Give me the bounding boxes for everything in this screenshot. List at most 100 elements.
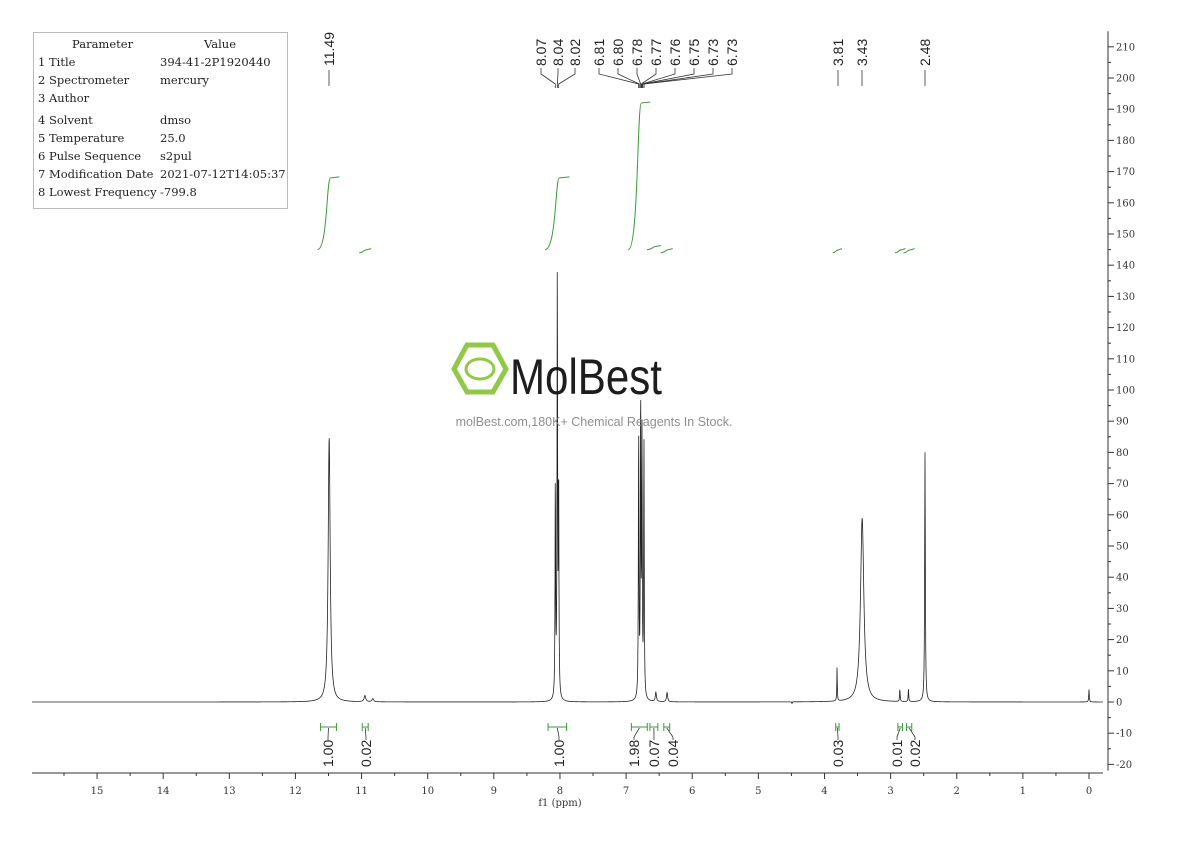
param-value: 394-41-2P1920440	[160, 55, 271, 69]
x-tick-label: 12	[289, 786, 302, 797]
y-tick-label: 110	[1116, 354, 1135, 365]
integral-value: 0.04	[665, 740, 681, 767]
integral-value: 1.98	[626, 740, 642, 767]
y-tick-label: 70	[1116, 479, 1129, 490]
param-header: Parameter	[72, 37, 134, 51]
peak-label: 6.73	[724, 39, 740, 66]
x-tick-label: 0	[1086, 786, 1092, 797]
y-tick-label: 150	[1116, 230, 1135, 241]
integral-curve	[832, 248, 843, 254]
x-tick-label: 8	[557, 786, 563, 797]
parameter-table: Parameter Value 1 Title 394-41-2P1920440 2…	[33, 32, 288, 209]
peak-label: 6.75	[686, 39, 702, 66]
y-tick-label: 90	[1116, 417, 1129, 428]
integral-value: 1.00	[320, 740, 336, 767]
x-tick-label: 15	[91, 786, 104, 797]
value-header: Value	[204, 37, 236, 51]
integral-value: 1.00	[551, 740, 567, 767]
y-tick-label: 180	[1116, 136, 1135, 147]
param-value: s2pul	[160, 149, 192, 163]
integral-leader	[666, 727, 674, 740]
integral-leader	[836, 727, 839, 740]
peak-label-leader	[640, 68, 657, 88]
peak-label: 6.76	[667, 39, 683, 66]
y-tick-label: 80	[1116, 448, 1129, 459]
peak-label-leader	[642, 68, 695, 88]
peak-label: 6.81	[591, 39, 607, 66]
x-tick-label: 11	[355, 786, 368, 797]
x-tick-label: 2	[954, 786, 960, 797]
x-tick-label: 4	[821, 786, 827, 797]
y-tick-label: 210	[1116, 42, 1135, 53]
peak-label-leader	[617, 68, 640, 88]
y-tick-label: 50	[1116, 542, 1129, 553]
y-tick-label: 130	[1116, 292, 1135, 303]
x-tick-label: 7	[623, 786, 629, 797]
y-tick-label: -20	[1116, 760, 1132, 771]
integral-curve	[544, 176, 570, 251]
y-tick-label: 0	[1116, 698, 1122, 709]
integral-bracket	[320, 723, 337, 731]
peak-label: 2.48	[917, 39, 933, 66]
peak-label-leader	[636, 68, 642, 88]
peak-label-leader	[598, 68, 640, 88]
x-tick-label: 9	[491, 786, 497, 797]
integral-1	[359, 248, 372, 731]
integral-6	[832, 248, 843, 731]
peak-label-leader	[641, 68, 676, 88]
integral-leader	[633, 727, 640, 740]
benzene-ring-icon	[464, 357, 496, 381]
integral-leader	[327, 727, 329, 740]
integral-bracket	[649, 723, 659, 731]
y-tick-label: 120	[1116, 323, 1135, 334]
y-tick-label: 100	[1116, 386, 1135, 397]
peak-label: 8.04	[550, 39, 566, 66]
param-value: -799.8	[160, 185, 197, 199]
x-tick-label: 3	[887, 786, 893, 797]
integral-curve	[627, 101, 651, 251]
param-name: 5 Temperature	[38, 131, 125, 145]
y-tick-label: 10	[1116, 666, 1129, 677]
integral-curve	[359, 248, 372, 254]
peak-label: 6.77	[648, 39, 664, 66]
peak-label: 8.07	[533, 39, 549, 66]
integral-4	[646, 244, 661, 731]
integral-leader	[556, 727, 560, 740]
y-tick-label: 30	[1116, 604, 1129, 615]
y-tick-label: 200	[1116, 74, 1135, 85]
peak-label-leader	[556, 68, 559, 88]
integral-bracket	[905, 723, 913, 731]
peak-label: 6.80	[610, 39, 626, 66]
param-value: 25.0	[160, 131, 186, 145]
y-tick-label: 170	[1116, 167, 1135, 178]
integral-bracket	[361, 723, 369, 731]
x-axis-label: f1 (ppm)	[538, 798, 581, 809]
integral-curve	[894, 248, 906, 254]
peak-label-leader	[558, 68, 576, 88]
peak-label: 6.73	[705, 39, 721, 66]
param-name: 6 Pulse Sequence	[38, 149, 142, 163]
param-name: 7 Modification Date	[38, 167, 154, 181]
param-name: 3 Author	[38, 91, 90, 105]
integral-value: 0.03	[830, 740, 846, 767]
watermark-logo-text: MolBest	[510, 349, 662, 405]
spectrum-line	[32, 272, 1103, 704]
integral-bracket	[547, 723, 568, 731]
x-tick-label: 1	[1020, 786, 1026, 797]
integral-curve	[903, 248, 915, 254]
integral-bracket	[630, 723, 648, 731]
peak-label: 8.02	[567, 39, 583, 66]
y-tick-label: -10	[1116, 729, 1132, 740]
integral-2	[544, 176, 570, 731]
param-name: 1 Title	[38, 55, 76, 69]
x-tick-label: 5	[755, 786, 761, 797]
param-value: 2021-07-12T14:05:37	[160, 167, 286, 181]
integral-3	[627, 101, 651, 731]
integral-value: 0.07	[646, 740, 662, 767]
peak-label: 3.43	[854, 39, 870, 66]
integral-leader	[896, 727, 901, 740]
param-name: 8 Lowest Frequency	[38, 185, 157, 199]
integral-bracket	[835, 723, 840, 731]
param-value: dmso	[160, 113, 192, 127]
x-tick-label: 13	[223, 786, 236, 797]
